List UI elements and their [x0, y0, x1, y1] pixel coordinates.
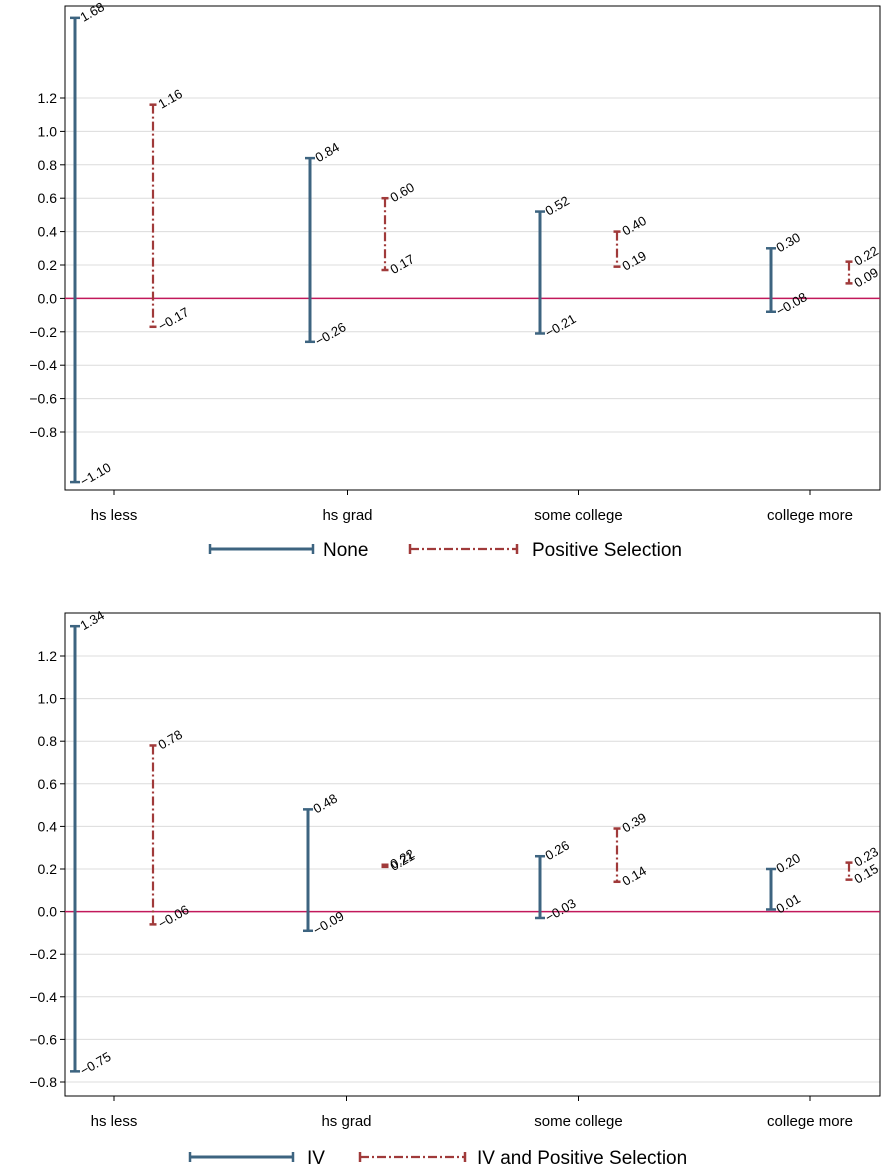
y-tick-label: −0.4: [29, 989, 57, 1005]
y-tick-label: 0.8: [38, 733, 58, 749]
data-label-lower: −0.75: [78, 1049, 114, 1078]
x-tick-label: college more: [767, 1113, 853, 1130]
data-label-lower: 0.17: [388, 251, 417, 277]
chart-2: −0.8 −0.6 −0.4 −0.2 0.0 0.2 0.4 0.6 0.8 1.0 1.2 hs …: [29, 607, 881, 1169]
data-label-upper: 0.20: [774, 850, 803, 876]
x-tick-label: hs less: [91, 507, 138, 524]
data-label-upper: 0.60: [388, 179, 417, 205]
data-label-upper: 1.34: [78, 607, 107, 633]
x-tick-label: hs grad: [321, 1113, 371, 1130]
y-tick-label: 0.8: [38, 157, 58, 173]
data-label-lower: 0.09: [852, 265, 881, 291]
data-label-upper: 0.39: [620, 810, 649, 836]
y-tick-label: −0.8: [29, 1074, 57, 1090]
x-tick-label: college more: [767, 507, 853, 524]
y-tick-label: −0.2: [29, 324, 57, 340]
y-tick-label: −0.2: [29, 946, 57, 962]
y-tick-label: 0.2: [38, 257, 58, 273]
x-tick-label: some college: [534, 507, 622, 524]
y-tick-label: −0.4: [29, 357, 57, 373]
data-label-lower: 0.19: [620, 248, 649, 274]
data-label-lower: −0.03: [543, 895, 579, 924]
legend-label-2: Positive Selection: [532, 540, 682, 561]
plot-frame: [64, 5, 881, 491]
x-tick-label: some college: [534, 1113, 622, 1130]
data-label-lower: −0.09: [311, 908, 347, 937]
y-tick-label: −0.6: [29, 1031, 57, 1047]
y-tick-label: 0.0: [38, 904, 58, 920]
y-tick-label: 1.2: [38, 90, 58, 106]
data-label-upper: 0.78: [156, 727, 185, 753]
y-tick-label: −0.6: [29, 391, 57, 407]
y-tick-label: 0.4: [38, 224, 58, 240]
y-tick-label: −0.8: [29, 424, 57, 440]
data-label-upper: 0.48: [311, 791, 340, 817]
data-label-upper: 1.16: [156, 86, 185, 112]
chart-1: −0.8 −0.6 −0.4 −0.2 0.0 0.2 0.4 0.6 0.8 1.0 1.2 hs …: [29, 0, 881, 561]
x-tick-label: hs grad: [322, 507, 372, 524]
legend-label-1: IV: [307, 1148, 325, 1169]
data-label-lower: −1.10: [78, 460, 114, 489]
data-label-upper: 0.26: [543, 838, 572, 864]
data-label-upper: 0.52: [543, 193, 572, 219]
x-tick-label: hs less: [91, 1113, 138, 1130]
data-label-upper: 0.30: [774, 230, 803, 256]
data-label-lower: −0.08: [774, 289, 810, 318]
y-tick-label: 0.0: [38, 290, 58, 306]
y-tick-label: 1.2: [38, 648, 58, 664]
plot-frame: [64, 612, 881, 1097]
y-tick-label: 1.0: [38, 691, 58, 707]
data-label-upper: 1.68: [78, 0, 107, 25]
data-label-upper: 0.84: [313, 139, 342, 165]
y-tick-label: 0.6: [38, 190, 58, 206]
y-tick-label: 0.6: [38, 776, 58, 792]
data-label-lower: 0.14: [620, 863, 649, 889]
y-tick-label: 1.0: [38, 123, 58, 139]
data-label-upper: 0.40: [620, 213, 649, 239]
y-tick-label: 0.4: [38, 818, 58, 834]
legend-label-1: None: [323, 540, 368, 561]
data-label-lower: −0.06: [156, 902, 192, 931]
data-label-lower: −0.17: [156, 304, 192, 333]
data-label-lower: −0.21: [543, 311, 579, 340]
data-label-lower: −0.26: [313, 319, 349, 348]
y-tick-label: 0.2: [38, 861, 58, 877]
data-label-lower: 0.01: [774, 891, 803, 917]
legend-label-2: IV and Positive Selection: [477, 1148, 687, 1169]
